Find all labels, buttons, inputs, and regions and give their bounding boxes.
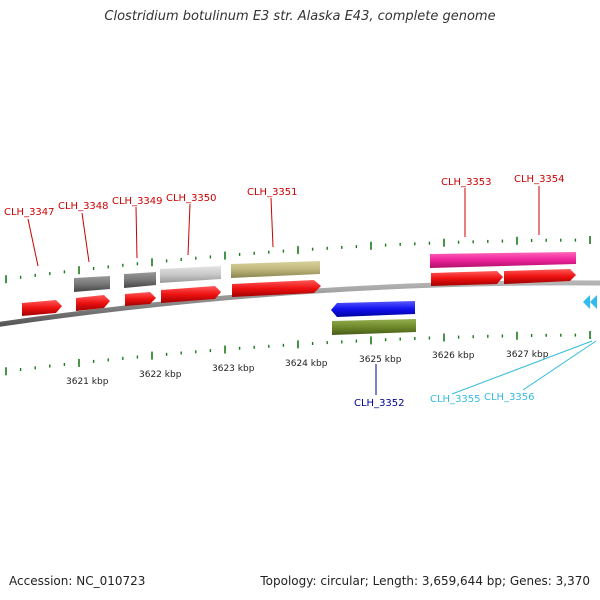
cds-arrowhead-CLH_3356[interactable] bbox=[590, 295, 597, 309]
cds-arrow-CLH_3347[interactable] bbox=[22, 300, 62, 316]
gene-label-CLH_3354[interactable]: CLH_3354 bbox=[514, 174, 565, 185]
cds-arrow-CLH_3354[interactable] bbox=[504, 269, 576, 284]
cds-arrow-CLH_3350[interactable] bbox=[161, 286, 221, 303]
axis-label: 3625 kbp bbox=[359, 355, 402, 365]
gene-feature-CLH_3351[interactable] bbox=[231, 261, 320, 278]
cds-track-forward bbox=[22, 269, 576, 316]
gene-feature-CLH_3349[interactable] bbox=[124, 272, 156, 288]
genome-title: Clostridium botulinum E3 str. Alaska E43… bbox=[104, 9, 496, 24]
gene-label-CLH_3348[interactable]: CLH_3348 bbox=[58, 201, 109, 212]
gene-label-CLH_3350[interactable]: CLH_3350 bbox=[166, 193, 217, 204]
gene-labels: CLH_3347 CLH_3348 CLH_3349 CLH_3350 CLH_… bbox=[4, 174, 597, 409]
reverse-tick-row bbox=[5, 331, 591, 376]
genome-summary-text: Topology: circular; Length: 3,659,644 bp… bbox=[260, 574, 590, 588]
axis-label: 3622 kbp bbox=[139, 370, 182, 380]
cds-arrow-CLH_3352[interactable] bbox=[331, 301, 415, 317]
label-leader bbox=[81, 212, 90, 263]
axis-label: 3627 kbp bbox=[506, 350, 549, 360]
axis-labels: 3621 kbp 3622 kbp 3623 kbp 3624 kbp 3625… bbox=[66, 350, 549, 387]
gene-feature-CLH_3348[interactable] bbox=[74, 276, 110, 292]
label-leader bbox=[451, 340, 593, 395]
gene-feature-CLH_3350[interactable] bbox=[160, 266, 221, 283]
label-leader bbox=[187, 203, 191, 256]
gene-label-CLH_3351[interactable]: CLH_3351 bbox=[247, 187, 298, 198]
gene-label-CLH_3355[interactable]: CLH_3355 bbox=[430, 394, 481, 405]
gene-track-forward bbox=[74, 252, 576, 292]
cds-arrow-CLH_3349[interactable] bbox=[125, 292, 156, 306]
label-leader bbox=[270, 197, 274, 248]
gene-label-CLH_3349[interactable]: CLH_3349 bbox=[112, 196, 163, 207]
gene-feature-CLH_3352[interactable] bbox=[332, 319, 416, 335]
label-leader bbox=[522, 340, 597, 391]
gene-label-CLH_3352[interactable]: CLH_3352 bbox=[354, 398, 405, 409]
axis-label: 3623 kbp bbox=[212, 364, 255, 374]
cds-arrow-CLH_3351[interactable] bbox=[232, 280, 321, 297]
gene-feature-CLH_3353-3354[interactable] bbox=[430, 252, 576, 268]
gene-label-CLH_3347[interactable]: CLH_3347 bbox=[4, 207, 55, 218]
label-leader bbox=[135, 206, 138, 259]
forward-tick-row bbox=[5, 236, 591, 284]
cds-arrow-CLH_3353[interactable] bbox=[431, 271, 503, 286]
accession-text: Accession: NC_010723 bbox=[9, 574, 146, 588]
cds-arrowhead-CLH_3355[interactable] bbox=[583, 295, 590, 309]
axis-label: 3626 kbp bbox=[432, 351, 475, 361]
axis-label: 3624 kbp bbox=[285, 359, 328, 369]
gene-label-CLH_3353[interactable]: CLH_3353 bbox=[441, 177, 492, 188]
label-leader bbox=[27, 218, 39, 267]
axis-label: 3621 kbp bbox=[66, 377, 109, 387]
cds-arrow-CLH_3348[interactable] bbox=[76, 295, 110, 311]
gene-label-CLH_3356[interactable]: CLH_3356 bbox=[484, 392, 535, 403]
cds-track-reverse bbox=[331, 295, 597, 335]
